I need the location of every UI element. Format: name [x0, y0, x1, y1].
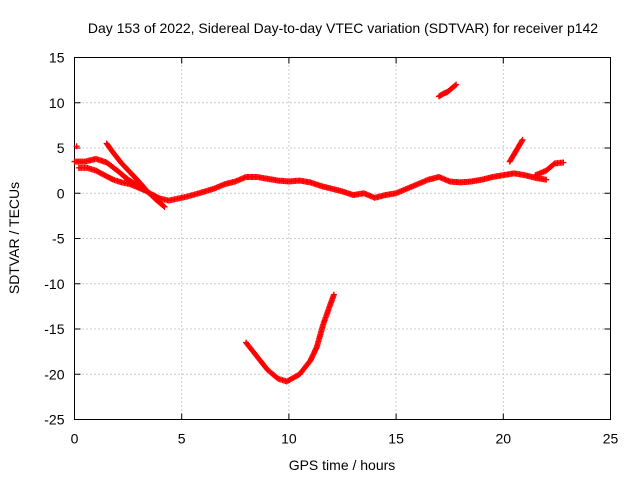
data-point	[73, 143, 80, 150]
data-point	[518, 138, 525, 145]
series-main-band	[71, 155, 550, 204]
data-point	[519, 136, 526, 143]
series-lower-band	[75, 164, 151, 195]
data-point	[453, 81, 460, 88]
y-axis-label: SDTVAR / TECUs	[6, 182, 22, 294]
x-axis-label: GPS time / hours	[289, 457, 396, 473]
data-point	[161, 203, 168, 210]
series-upper-band	[103, 140, 168, 210]
y-axis-ticks: -25 -20 -15 -10 -5 0 5 10 15	[44, 50, 611, 428]
series-right-end	[532, 159, 567, 179]
x-tick-label: 5	[178, 431, 186, 447]
y-tick-label: -20	[44, 366, 64, 382]
data-point	[560, 159, 567, 166]
y-tick-label: 10	[49, 95, 65, 111]
data-point	[452, 82, 459, 89]
y-tick-label: -25	[44, 412, 64, 428]
data-series	[71, 81, 567, 385]
data-point	[160, 202, 167, 209]
y-tick-label: -5	[52, 231, 65, 247]
y-tick-label: 15	[49, 50, 65, 66]
series-high-segment	[435, 81, 460, 100]
x-axis-ticks: 0 5 10 15 20 25	[71, 57, 619, 447]
x-tick-label: 25	[603, 431, 619, 447]
x-tick-label: 15	[388, 431, 404, 447]
data-point	[543, 176, 550, 183]
x-tick-label: 0	[71, 431, 79, 447]
x-tick-label: 10	[281, 431, 297, 447]
series-rising-tail	[506, 136, 526, 165]
series-dip-segment	[243, 291, 337, 385]
y-tick-label: 5	[57, 140, 65, 156]
x-tick-label: 20	[496, 431, 512, 447]
y-tick-label: -15	[44, 321, 64, 337]
series-start-point	[73, 143, 80, 150]
grid	[74, 57, 611, 420]
y-tick-label: 0	[57, 185, 65, 201]
chart-title: Day 153 of 2022, Sidereal Day-to-day VTE…	[88, 20, 598, 36]
data-point	[330, 291, 337, 298]
y-tick-label: -10	[44, 276, 64, 292]
data-point	[144, 188, 151, 195]
